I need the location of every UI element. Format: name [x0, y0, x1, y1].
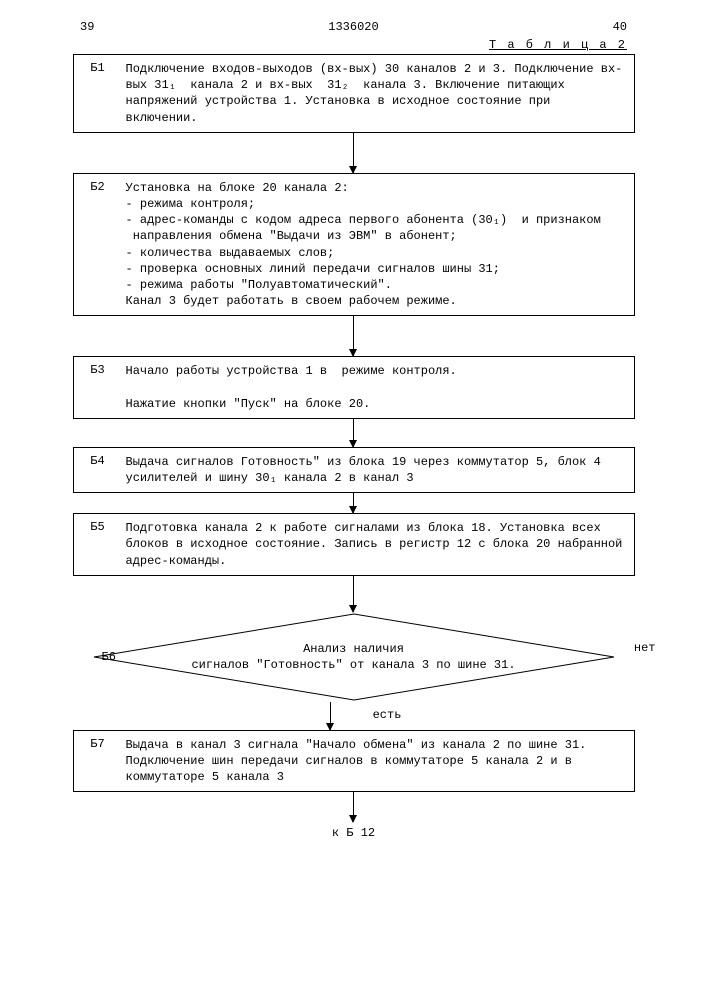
box-b7-text: Выдача в канал 3 сигнала "Начало обмена"…: [122, 731, 634, 792]
decision-line1: Анализ наличия: [303, 641, 404, 657]
box-b2-text: Установка на блоке 20 канала 2: - режима…: [122, 174, 634, 316]
arrow-icon: [353, 419, 354, 447]
box-b2-label: Б2: [74, 174, 122, 316]
decision-yes-label: есть: [373, 708, 402, 722]
box-b3-text: Начало работы устройства 1 в режиме конт…: [122, 357, 634, 418]
decision-b6: Б6 Анализ наличия сигналов "Готовность" …: [74, 612, 634, 702]
arrow-icon: [330, 702, 331, 730]
box-b1: Б1 Подключение входов-выходов (вх-вых) 3…: [73, 54, 635, 133]
box-b4: Б4 Выдача сигналов Готовность" из блока …: [73, 447, 635, 493]
box-b7: Б7 Выдача в канал 3 сигнала "Начало обме…: [73, 730, 635, 793]
box-b4-label: Б4: [74, 448, 122, 492]
decision-b6-text: Анализ наличия сигналов "Готовность" от …: [74, 612, 634, 702]
box-b3-label: Б3: [74, 357, 122, 418]
box-b2: Б2 Установка на блоке 20 канала 2: - реж…: [73, 173, 635, 317]
page-left: 39: [80, 20, 94, 34]
page-header: 39 1336020 40: [40, 20, 667, 34]
arrow-icon: [353, 576, 354, 612]
page-right: 40: [613, 20, 627, 34]
box-b5-text: Подготовка канала 2 к работе сигналами и…: [122, 514, 634, 575]
decision-no-label: нет: [634, 641, 656, 655]
flowchart: Б1 Подключение входов-выходов (вх-вых) 3…: [40, 54, 667, 840]
box-b7-label: Б7: [74, 731, 122, 792]
box-b5: Б5 Подготовка канала 2 к работе сигналам…: [73, 513, 635, 576]
box-b5-label: Б5: [74, 514, 122, 575]
box-b1-label: Б1: [74, 55, 122, 132]
box-b4-text: Выдача сигналов Готовность" из блока 19 …: [122, 448, 634, 492]
arrow-icon: [353, 316, 354, 356]
final-label: к Б 12: [332, 826, 375, 840]
box-b1-text: Подключение входов-выходов (вх-вых) 30 к…: [122, 55, 634, 132]
doc-number: 1336020: [328, 20, 378, 34]
table-label: Т а б л и ц а 2: [40, 38, 667, 52]
box-b3: Б3 Начало работы устройства 1 в режиме к…: [73, 356, 635, 419]
arrow-icon: [353, 133, 354, 173]
arrow-icon: [353, 493, 354, 513]
arrow-icon: [353, 792, 354, 822]
decision-line2: сигналов "Готовность" от канала 3 по шин…: [191, 657, 515, 673]
